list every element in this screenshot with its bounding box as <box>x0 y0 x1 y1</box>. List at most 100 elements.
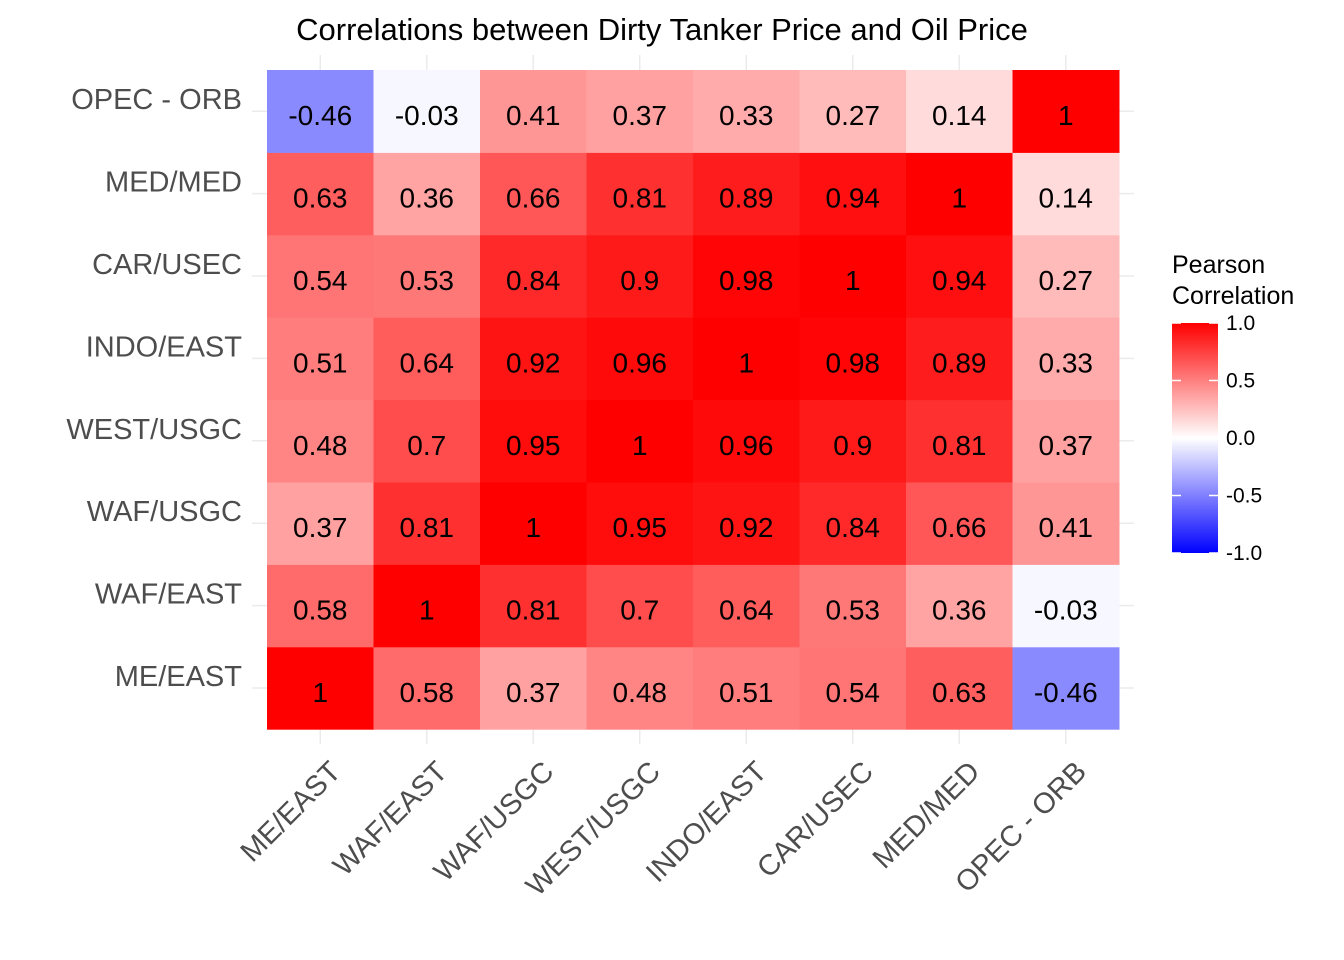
cell-value-label: 0.33 <box>1039 347 1094 378</box>
y-tick-label-opec-orb: OPEC - ORB <box>71 84 242 116</box>
heatmap-cell <box>373 482 481 565</box>
cell-value-label: 0.58 <box>400 677 455 708</box>
cell-value-label: 1 <box>525 512 541 543</box>
heatmap-cell <box>267 399 374 483</box>
legend-tick-label: 0.5 <box>1226 370 1255 393</box>
cell-value-label: 1 <box>632 430 648 461</box>
heatmap-cell <box>693 646 800 730</box>
x-axis: ME/EASTWAF/EASTWAF/USGCWEST/USGCINDO/EAS… <box>235 755 1093 902</box>
cell-value-label: -0.46 <box>1034 677 1098 708</box>
y-tick-label-waf-east: WAF/EAST <box>95 579 242 611</box>
heatmap-cell <box>1012 646 1120 730</box>
heatmap-cell <box>1012 70 1120 153</box>
cell-value-label: 0.36 <box>932 595 987 626</box>
heatmap-cell <box>480 399 587 483</box>
cell-value-label: 0.37 <box>1039 430 1094 461</box>
y-axis: ME/EAST WAF/EAST WAF/USGC WEST/USGC INDO/EAS… <box>66 84 242 693</box>
heatmap-cell <box>906 234 1013 318</box>
heatmap-cell <box>1012 317 1120 401</box>
cell-value-label: 0.58 <box>293 595 348 626</box>
cell-value-label: -0.03 <box>395 100 459 131</box>
heatmap-cell <box>1012 482 1120 565</box>
cell-value-label: 0.89 <box>932 347 987 378</box>
cell-value-label: 0.14 <box>932 100 987 131</box>
heatmap-cell <box>906 399 1013 483</box>
cell-labels: 1 0.58 0.37 0.48 0.51 0.54 0.63 -0.46 0.58 1 0.81 0… <box>288 100 1097 708</box>
heatmap-cell <box>693 399 800 483</box>
heatmap-cell <box>480 152 587 236</box>
cell-value-label: 0.92 <box>506 347 561 378</box>
heatmap-cell <box>267 234 374 318</box>
cell-value-label: 0.63 <box>932 677 987 708</box>
heatmap-cell <box>586 234 694 318</box>
cell-value-label: 0.95 <box>613 512 668 543</box>
cell-value-label: 0.66 <box>932 512 987 543</box>
cell-value-label: 0.14 <box>1039 183 1094 214</box>
cell-value-label: 0.81 <box>932 430 987 461</box>
cell-value-label: 0.53 <box>826 595 881 626</box>
heatmap-cell <box>267 646 374 730</box>
cell-value-label: 0.64 <box>719 595 774 626</box>
heatmap-cell <box>799 70 907 153</box>
cell-value-label: 0.81 <box>613 183 668 214</box>
heatmap-cell <box>586 152 694 236</box>
cell-value-label: 0.94 <box>932 265 987 296</box>
cell-value-label: -0.03 <box>1034 595 1098 626</box>
heatmap-cell <box>799 646 907 730</box>
heatmap-cell <box>799 399 907 483</box>
heatmap-cell <box>799 234 907 318</box>
cell-value-label: 0.7 <box>620 595 659 626</box>
heatmap-cell <box>586 317 694 401</box>
heatmap-cell <box>373 564 481 648</box>
cell-value-label: -0.46 <box>288 100 352 131</box>
heatmap-cell <box>373 70 481 153</box>
heatmap-cell <box>693 234 800 318</box>
cell-value-label: 0.37 <box>613 100 668 131</box>
cell-value-label: 0.81 <box>506 595 561 626</box>
chart-title: Correlations between Dirty Tanker Price … <box>296 12 1028 47</box>
x-tick-label-car-usec: CAR/USEC <box>751 756 880 885</box>
cell-value-label: 0.37 <box>293 512 348 543</box>
heatmap-cell <box>267 70 374 153</box>
heatmap-cell <box>906 646 1013 730</box>
y-tick-label-indo-east: INDO/EAST <box>86 331 243 363</box>
heatmap-cell <box>373 234 481 318</box>
heatmap-cell <box>693 564 800 648</box>
cell-value-label: 0.9 <box>620 265 659 296</box>
x-tick-label-me-east: ME/EAST <box>235 755 348 868</box>
cell-value-label: 1 <box>951 183 967 214</box>
cell-value-label: 0.84 <box>826 512 881 543</box>
heatmap-cell <box>267 482 374 565</box>
cell-value-label: 0.41 <box>506 100 561 131</box>
heatmap-cell <box>799 564 907 648</box>
cell-value-label: 0.81 <box>400 512 455 543</box>
heatmap-cell <box>586 482 694 565</box>
cell-value-label: 0.95 <box>506 430 561 461</box>
heatmap-cell <box>1012 152 1120 236</box>
heatmap-cell <box>480 317 587 401</box>
heatmap-cell <box>267 564 374 648</box>
cell-value-label: 0.7 <box>407 430 446 461</box>
heatmap-cell <box>693 70 800 153</box>
y-tick-label-car-usec: CAR/USEC <box>92 249 242 281</box>
cell-value-label: 0.96 <box>613 347 668 378</box>
heatmap-cell <box>906 152 1013 236</box>
cell-value-label: 0.27 <box>1039 265 1094 296</box>
cell-value-label: 0.51 <box>293 347 348 378</box>
cell-value-label: 0.89 <box>719 183 774 214</box>
y-tick-label-med-med: MED/MED <box>105 167 242 199</box>
heatmap-cell <box>1012 399 1120 483</box>
heatmap-cell <box>267 317 374 401</box>
heatmap-cell <box>799 317 907 401</box>
heatmap-cell <box>586 399 694 483</box>
heatmap-cell <box>586 70 694 153</box>
heatmap-cell <box>586 646 694 730</box>
cell-value-label: 0.96 <box>719 430 774 461</box>
cell-value-label: 1 <box>738 347 754 378</box>
cell-value-label: 0.36 <box>400 183 455 214</box>
heatmap-cell <box>373 399 481 483</box>
legend-title-line-2: Correlation <box>1172 282 1294 310</box>
heatmap-cell <box>373 317 481 401</box>
legend: Pearson Correlation 1.0 0.5 0.0 -0.5 -1.0 <box>1172 251 1294 565</box>
